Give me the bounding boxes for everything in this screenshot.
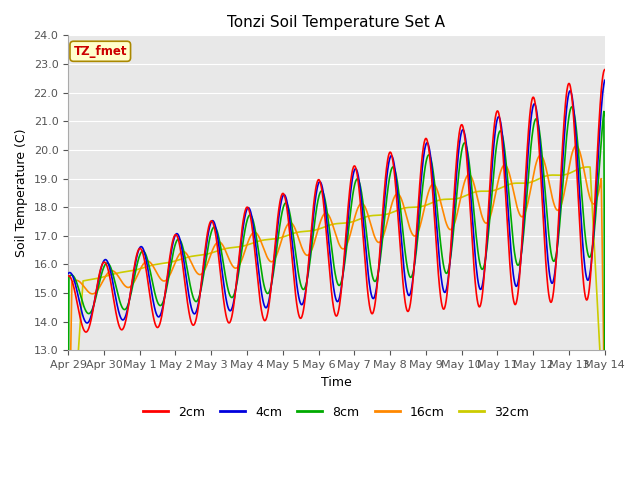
Y-axis label: Soil Temperature (C): Soil Temperature (C) [15, 129, 28, 257]
Text: TZ_fmet: TZ_fmet [74, 45, 127, 58]
X-axis label: Time: Time [321, 376, 352, 389]
Legend: 2cm, 4cm, 8cm, 16cm, 32cm: 2cm, 4cm, 8cm, 16cm, 32cm [138, 401, 534, 424]
Title: Tonzi Soil Temperature Set A: Tonzi Soil Temperature Set A [227, 15, 445, 30]
